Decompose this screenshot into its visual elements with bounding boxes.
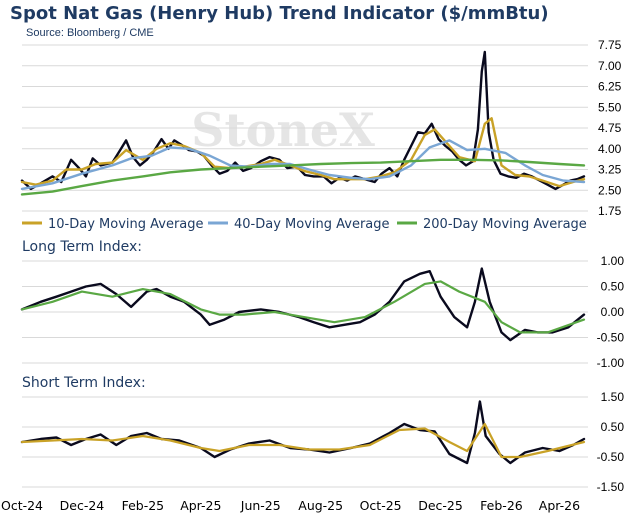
chart-title: Spot Nat Gas (Henry Hub) Trend Indicator… bbox=[10, 3, 549, 24]
x-tick-label: Apr-25 bbox=[180, 498, 221, 513]
x-tick-label: Dec-25 bbox=[418, 498, 463, 513]
short-y-tick-label: -0.50 bbox=[597, 450, 625, 464]
price-y-tick-label: 1.75 bbox=[598, 204, 622, 218]
x-tick-label: Feb-26 bbox=[480, 498, 523, 513]
short-series-signal bbox=[20, 422, 586, 459]
price-series-ma200 bbox=[20, 158, 586, 196]
legend-label-2: 40-Day Moving Average bbox=[234, 217, 390, 232]
x-tick-label: Oct-24 bbox=[1, 498, 43, 513]
price-y-tick-label: 7.00 bbox=[598, 59, 622, 73]
long-y-tick-label: 0.00 bbox=[601, 305, 625, 319]
long-series-signal bbox=[20, 280, 586, 334]
price-y-tick-label: 5.50 bbox=[598, 100, 622, 114]
price-y-tick-label: 4.00 bbox=[598, 142, 622, 156]
price-y-tick-label: 6.25 bbox=[598, 80, 622, 94]
short-panel-title: Short Term Index: bbox=[22, 375, 146, 391]
x-tick-label: Feb-25 bbox=[122, 498, 165, 513]
x-tick-label: Jun-25 bbox=[240, 498, 281, 513]
chart-source: Source: Bloomberg / CME bbox=[26, 27, 154, 39]
short-y-tick-label: -1.50 bbox=[597, 480, 625, 494]
long-series-index bbox=[20, 267, 586, 342]
legend-label-1: 10-Day Moving Average bbox=[48, 217, 204, 232]
price-series-ma10 bbox=[20, 117, 586, 188]
x-tick-label: Apr-26 bbox=[539, 498, 580, 513]
x-tick-label: Oct-25 bbox=[360, 498, 402, 513]
price-y-tick-label: 3.25 bbox=[598, 163, 622, 177]
long-panel-title: Long Term Index: bbox=[22, 239, 142, 255]
price-y-tick-label: 7.75 bbox=[598, 38, 622, 52]
price-y-tick-label: 4.75 bbox=[598, 121, 622, 135]
legend-label-3: 200-Day Moving Average bbox=[423, 217, 587, 232]
long-y-tick-label: -1.00 bbox=[597, 356, 625, 370]
x-tick-label: Aug-25 bbox=[298, 498, 343, 513]
long-y-tick-label: -0.50 bbox=[597, 331, 625, 345]
long-y-tick-label: 1.00 bbox=[601, 254, 625, 268]
short-y-tick-label: 0.50 bbox=[601, 420, 625, 434]
price-y-tick-label: 2.50 bbox=[598, 183, 622, 197]
long-y-tick-label: 0.50 bbox=[601, 280, 625, 294]
x-tick-label: Dec-24 bbox=[60, 498, 105, 513]
watermark: StoneX bbox=[191, 103, 375, 157]
price-series-ma40 bbox=[20, 139, 586, 191]
short-y-tick-label: 1.50 bbox=[601, 390, 625, 404]
